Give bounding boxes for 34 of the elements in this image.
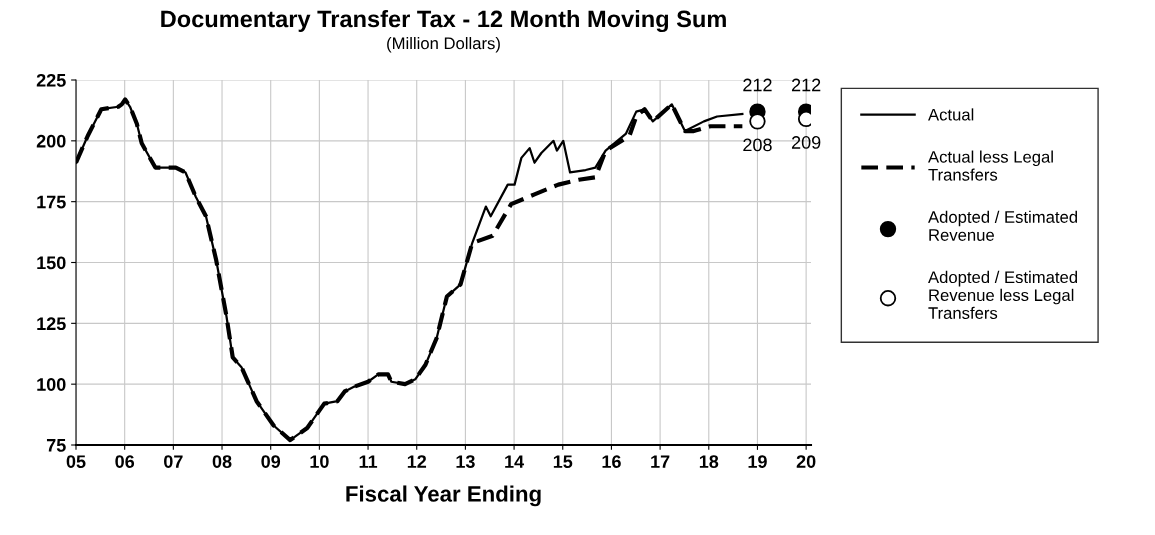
chart-title: Documentary Transfer Tax - 12 Month Moving Sum	[161, 10, 726, 33]
x-tick-label: 10	[310, 455, 329, 468]
x-tick-label: 12	[407, 455, 427, 468]
x-tick-label: 05	[66, 455, 86, 468]
x-tick-label: 14	[505, 455, 525, 468]
y-tick-label: 200	[36, 134, 66, 148]
y-tick-label: 100	[37, 378, 66, 391]
y-tick-label: 225	[36, 73, 66, 87]
data-label: 209	[791, 136, 821, 149]
data-label: 212	[791, 78, 821, 92]
x-axis-title: Fiscal Year Ending	[346, 485, 541, 507]
x-tick-label: 17	[651, 455, 670, 468]
legend-label: Adopted / Estimated Revenue less Legal Transfers	[928, 270, 1078, 319]
x-tick-label: 11	[359, 455, 378, 468]
chart-subtitle: (Million Dollars)	[387, 37, 500, 53]
legend-label: Actual	[928, 108, 974, 121]
y-tick-label: 125	[37, 317, 66, 331]
y-tick-label: 75	[46, 439, 66, 452]
data-label: 208	[743, 138, 772, 152]
x-tick-label: 13	[456, 455, 475, 469]
x-tick-label: 20	[796, 455, 816, 468]
x-tick-label: 07	[164, 455, 183, 468]
x-tick-label: 15	[553, 455, 573, 468]
legend-label: Actual less Legal Transfers	[928, 150, 1053, 181]
x-tick-label: 08	[212, 455, 232, 468]
x-tick-label: 18	[699, 455, 719, 468]
x-tick-label: 16	[602, 455, 621, 468]
y-tick-label: 175	[37, 195, 66, 209]
data-label: 212	[743, 78, 772, 92]
x-tick-label: 19	[748, 455, 767, 468]
x-tick-label: 09	[261, 455, 281, 468]
legend-label: Adopted / Estimated Revenue	[928, 210, 1078, 241]
y-tick-label: 150	[37, 256, 66, 270]
x-tick-label: 06	[115, 455, 135, 468]
